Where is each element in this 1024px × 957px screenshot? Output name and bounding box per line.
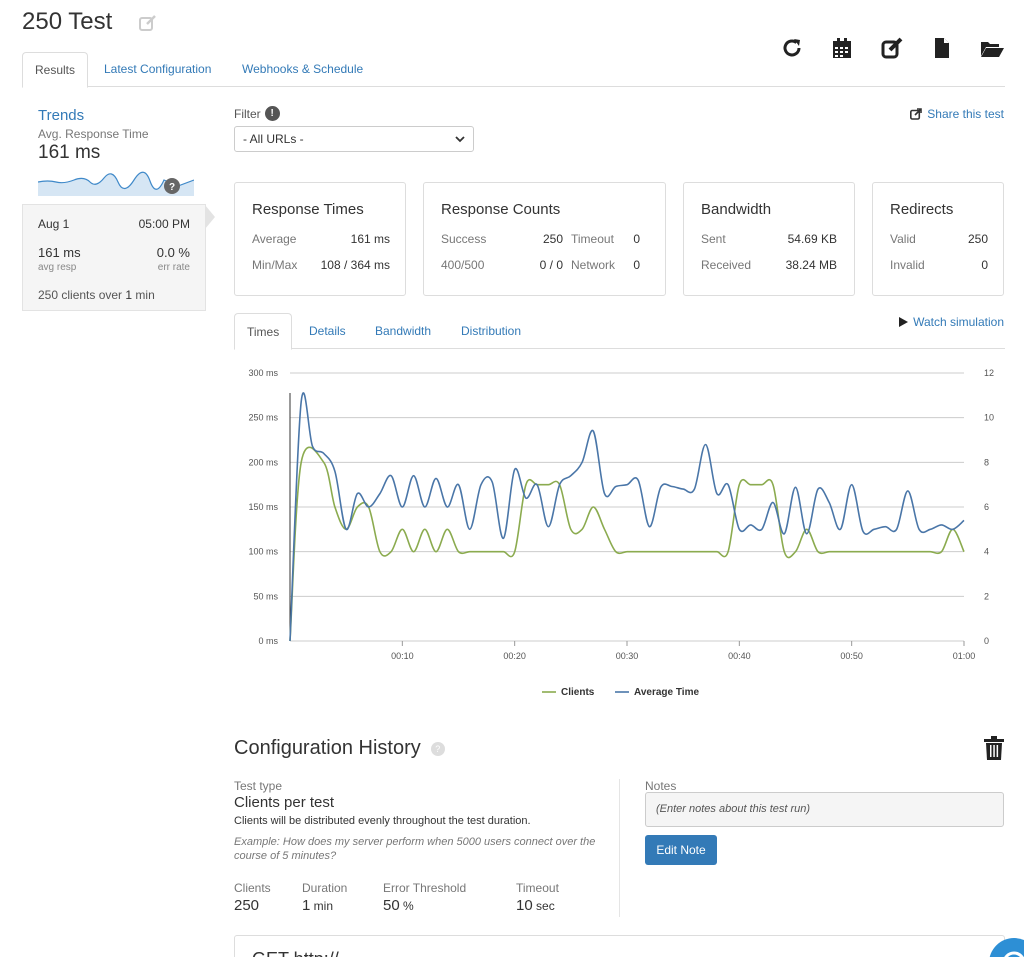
run-err-rate: 0.0 % xyxy=(156,245,190,260)
response-times-card: Response Times Average 161 ms Min/Max 10… xyxy=(234,182,406,296)
main-tabs: Results Latest Configuration Webhooks & … xyxy=(22,52,1005,88)
y-right-tick-label: 2 xyxy=(984,591,989,601)
sent-row: Sent 54.69 KB xyxy=(701,232,837,246)
y-right-tick-label: 4 xyxy=(984,547,989,557)
toolbar xyxy=(780,36,1004,60)
share-icon xyxy=(910,108,923,120)
error-threshold-field: Error Threshold 50 % xyxy=(383,881,467,914)
chart-tabs: Times Details Bandwidth Distribution xyxy=(234,313,1005,350)
filter-label: Filter ! xyxy=(234,106,280,121)
bandwidth-card: Bandwidth Sent 54.69 KB Received 38.24 M… xyxy=(683,182,855,296)
tab-latest-configuration[interactable]: Latest Configuration xyxy=(104,62,212,76)
average-row: Average 161 ms xyxy=(252,232,390,246)
tab-bandwidth[interactable]: Bandwidth xyxy=(375,324,432,338)
x-tick-label: 00:40 xyxy=(728,651,751,661)
x-tick-label: 00:10 xyxy=(391,651,414,661)
legend-label: Clients xyxy=(561,687,595,698)
tab-times[interactable]: Times xyxy=(234,313,293,350)
tab-results[interactable]: Results xyxy=(22,52,89,88)
trends-help-icon[interactable]: ? xyxy=(169,182,175,193)
chevron-down-icon xyxy=(455,136,465,143)
trends-panel: Trends Avg. Response Time 161 ms ? Aug 1… xyxy=(22,97,215,311)
trends-value: 161 ms xyxy=(38,142,101,163)
legend-label: Average Time xyxy=(634,687,699,698)
test-type-value: Clients per test xyxy=(234,794,335,811)
bandwidth-title: Bandwidth xyxy=(701,201,772,218)
y-right-tick-label: 10 xyxy=(984,413,994,423)
file-icon[interactable] xyxy=(930,36,954,60)
trends-title[interactable]: Trends xyxy=(38,107,85,124)
redirects-card: Redirects Valid 250 Invalid 0 xyxy=(872,182,1004,296)
refresh-icon[interactable] xyxy=(780,36,804,60)
avg-resp-label: avg resp xyxy=(38,262,77,273)
edit-icon[interactable] xyxy=(880,36,904,60)
series-line-average-time xyxy=(289,392,965,642)
y-right-tick-label: 0 xyxy=(984,636,989,646)
config-help-icon[interactable]: ? xyxy=(430,741,445,756)
clients-field: Clients 250 xyxy=(234,881,271,914)
run-time: 05:00 PM xyxy=(138,217,190,231)
y-left-tick-label: 200 ms xyxy=(248,457,278,467)
config-history-title: Configuration History ? xyxy=(234,737,445,760)
x-tick-label: 00:20 xyxy=(503,651,526,661)
play-icon xyxy=(899,317,909,327)
response-times-title: Response Times xyxy=(252,201,364,218)
response-counts-title: Response Counts xyxy=(441,201,561,218)
page-title: 250 Test xyxy=(22,8,113,35)
config-divider xyxy=(619,779,620,917)
y-left-tick-label: 300 ms xyxy=(248,368,278,378)
url-details-title: GET http://... xyxy=(252,949,354,957)
y-right-tick-label: 12 xyxy=(984,368,994,378)
valid-row: Valid 250 xyxy=(890,232,988,246)
edit-note-button[interactable]: Edit Note xyxy=(645,835,717,865)
folder-open-icon[interactable] xyxy=(980,36,1004,60)
y-left-tick-label: 250 ms xyxy=(248,413,278,423)
trends-run-summary[interactable]: Aug 1 05:00 PM 161 ms 0.0 % avg resp err… xyxy=(22,204,215,311)
tab-webhooks-schedule[interactable]: Webhooks & Schedule xyxy=(242,62,364,76)
y-right-tick-label: 6 xyxy=(984,502,989,512)
y-left-tick-label: 50 ms xyxy=(253,591,278,601)
run-date: Aug 1 xyxy=(38,217,70,231)
edit-title-icon[interactable] xyxy=(138,13,158,33)
x-tick-label: 00:50 xyxy=(840,651,863,661)
notes-label: Notes xyxy=(645,779,677,793)
share-test-link[interactable]: Share this test xyxy=(910,107,1004,121)
notes-field[interactable]: (Enter notes about this test run) xyxy=(645,792,1004,827)
y-right-tick-label: 8 xyxy=(984,457,989,467)
trash-icon[interactable] xyxy=(984,736,1004,760)
tab-details[interactable]: Details xyxy=(309,324,346,338)
filter-info-icon[interactable]: ! xyxy=(264,106,280,121)
watch-simulation-link[interactable]: Watch simulation xyxy=(899,315,1004,329)
invalid-row: Invalid 0 xyxy=(890,258,988,272)
received-row: Received 38.24 MB xyxy=(701,258,837,272)
errors-row: 400/500 0 / 0 Network 0 xyxy=(441,258,640,272)
response-counts-card: Response Counts Success 250 Timeout 0 40… xyxy=(423,182,666,296)
duration-field: Duration 1 min xyxy=(302,881,348,914)
help-chat-button[interactable] xyxy=(989,938,1024,957)
series-line-clients xyxy=(289,446,965,642)
y-left-tick-label: 0 ms xyxy=(258,636,278,646)
err-rate-label: err rate xyxy=(157,262,190,273)
calendar-icon[interactable] xyxy=(830,36,854,60)
url-filter-select[interactable]: - All URLs - xyxy=(234,126,474,152)
tab-distribution[interactable]: Distribution xyxy=(461,324,522,338)
redirects-title: Redirects xyxy=(890,201,954,218)
test-type-description: Clients will be distributed evenly throu… xyxy=(234,815,531,827)
run-avg-resp: 161 ms xyxy=(38,245,81,260)
minmax-row: Min/Max 108 / 364 ms xyxy=(252,258,390,272)
url-details-panel: GET http://... xyxy=(234,935,1005,957)
y-left-tick-label: 150 ms xyxy=(248,502,278,512)
test-type-example: Example: How does my server perform when… xyxy=(234,836,596,862)
x-tick-label: 00:30 xyxy=(616,651,639,661)
x-tick-label: 01:00 xyxy=(953,651,976,661)
run-clients-summary: 250 clients over 1 min xyxy=(38,288,155,302)
success-row: Success 250 Timeout 0 xyxy=(441,232,640,246)
timeout-field: Timeout 10 sec xyxy=(516,881,559,914)
chat-icon xyxy=(1004,951,1024,957)
test-type-label: Test type xyxy=(234,779,283,793)
trends-subtitle: Avg. Response Time xyxy=(38,127,149,141)
y-left-tick-label: 100 ms xyxy=(248,547,278,557)
trends-sparkline: ? xyxy=(38,171,194,196)
